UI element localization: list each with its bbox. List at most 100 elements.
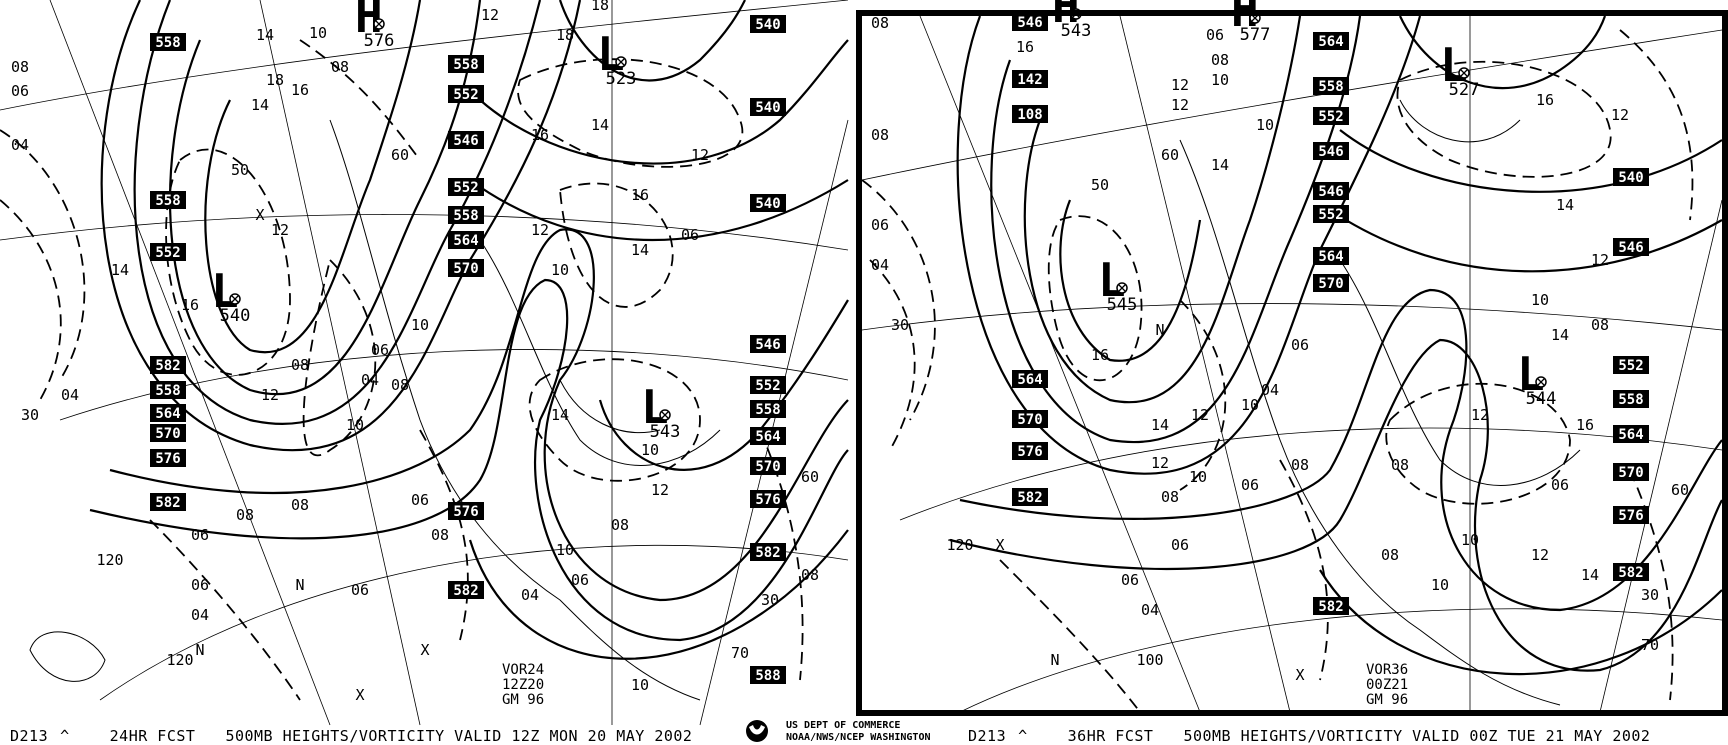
height-contour-label: 570	[1012, 410, 1048, 428]
height-value: 564	[1017, 372, 1042, 388]
map-annotation: 60	[1671, 481, 1689, 499]
map-annotation: 120	[166, 651, 193, 669]
height-value: 552	[155, 245, 180, 261]
noaa-logo	[746, 720, 768, 742]
label-box	[150, 381, 186, 399]
vorticity-label: 16	[1016, 38, 1034, 56]
height-contour-label: 546	[750, 335, 786, 353]
vorticity-label: 08	[291, 356, 309, 374]
height-contour-label: 564	[448, 231, 484, 249]
label-box	[750, 98, 786, 116]
vorticity-contours	[861, 29, 1694, 713]
height-contour-label: 142	[1012, 70, 1048, 88]
height-value: 552	[453, 180, 478, 196]
vorticity-label: 12	[1471, 406, 1489, 424]
height-contour-label: 558	[150, 381, 186, 399]
center-marker-icon	[1116, 282, 1128, 294]
height-value: 558	[1618, 392, 1643, 408]
label-box	[1313, 274, 1349, 292]
height-value: 582	[453, 583, 478, 599]
height-contour-label: 558	[1613, 390, 1649, 408]
height-value: 564	[755, 429, 780, 445]
vorticity-label: 06	[351, 581, 369, 599]
vorticity-label: 06	[191, 576, 209, 594]
height-value: 546	[755, 337, 780, 353]
label-box	[750, 400, 786, 418]
height-value: 142	[1017, 72, 1042, 88]
vorticity-label: 16	[1576, 416, 1594, 434]
vorticity-label: 14	[1151, 416, 1169, 434]
height-value: 582	[155, 358, 180, 374]
height-contour-label: 558	[448, 55, 484, 73]
height-value: 564	[155, 406, 180, 422]
height-value: 558	[155, 383, 180, 399]
height-contour-label: 552	[750, 376, 786, 394]
label-box	[1012, 442, 1048, 460]
label-box	[1012, 410, 1048, 428]
vorticity-label: 10	[411, 316, 429, 334]
vorticity-label: 18	[591, 0, 609, 14]
vorticity-label: 08	[1291, 456, 1309, 474]
vorticity-label: 08	[431, 526, 449, 544]
left-info-box: VOR24 12Z20 GM 96	[502, 663, 544, 708]
center-symbol: L	[1517, 347, 1545, 401]
vorticity-label: 04	[521, 586, 539, 604]
center-value: 543	[650, 422, 681, 442]
height-value: 576	[755, 492, 780, 508]
info-line: GM 96	[1366, 692, 1409, 708]
label-box	[1613, 390, 1649, 408]
height-value: 558	[755, 402, 780, 418]
chart-title: 500MB HEIGHTS/VORTICITY VALID 00Z TUE 21…	[1183, 727, 1651, 745]
left-map-panel: 558 558 552 546 552 558 564 570 558 552 582 558 564 5…	[0, 0, 849, 726]
map-annotation: 60	[391, 146, 409, 164]
vorticity-label: 16	[631, 186, 649, 204]
map-annotation: X	[355, 686, 364, 704]
height-value: 564	[453, 233, 478, 249]
map-annotation: 30	[891, 316, 909, 334]
map-annotation: N	[1155, 321, 1164, 339]
vorticity-label: 08	[1391, 456, 1409, 474]
vorticity-label: 10	[309, 24, 327, 42]
label-box	[1313, 247, 1349, 265]
center-marker-icon	[229, 293, 241, 305]
height-contour-label: 564	[1313, 32, 1349, 50]
vorticity-label: 06	[871, 216, 889, 234]
height-contour-label: 552	[150, 243, 186, 261]
label-box	[1313, 205, 1349, 223]
product-id: D213	[968, 727, 1007, 745]
vorticity-label: 12	[1591, 251, 1609, 269]
map-annotation: 60	[1161, 146, 1179, 164]
height-value: 576	[453, 504, 478, 520]
height-contour-label: 558	[1313, 77, 1349, 95]
vorticity-label: 04	[361, 371, 379, 389]
height-contour-label: 108	[1012, 105, 1048, 123]
vorticity-label: 14	[1581, 566, 1599, 584]
vorticity-label: 06	[411, 491, 429, 509]
label-box	[150, 191, 186, 209]
vorticity-label: 06	[571, 571, 589, 589]
map-annotation: 60	[801, 468, 819, 486]
height-value: 540	[755, 100, 780, 116]
height-contour-label: 582	[1613, 563, 1649, 581]
vorticity-label: 08	[1211, 51, 1229, 69]
height-contour-label: 576	[1613, 506, 1649, 524]
height-value: 564	[1318, 34, 1343, 50]
height-value: 558	[453, 57, 478, 73]
label-box	[1313, 182, 1349, 200]
height-value: 570	[755, 459, 780, 475]
map-annotation: X	[255, 206, 264, 224]
height-value: 570	[1318, 276, 1343, 292]
height-value: 558	[155, 35, 180, 51]
label-box	[150, 424, 186, 442]
label-box	[150, 33, 186, 51]
height-value: 570	[155, 426, 180, 442]
height-contour-label: 576	[750, 490, 786, 508]
height-value: 546	[1618, 240, 1643, 256]
vorticity-label: 12	[1191, 406, 1209, 424]
label-box	[448, 55, 484, 73]
height-contour-label: 564	[750, 427, 786, 445]
